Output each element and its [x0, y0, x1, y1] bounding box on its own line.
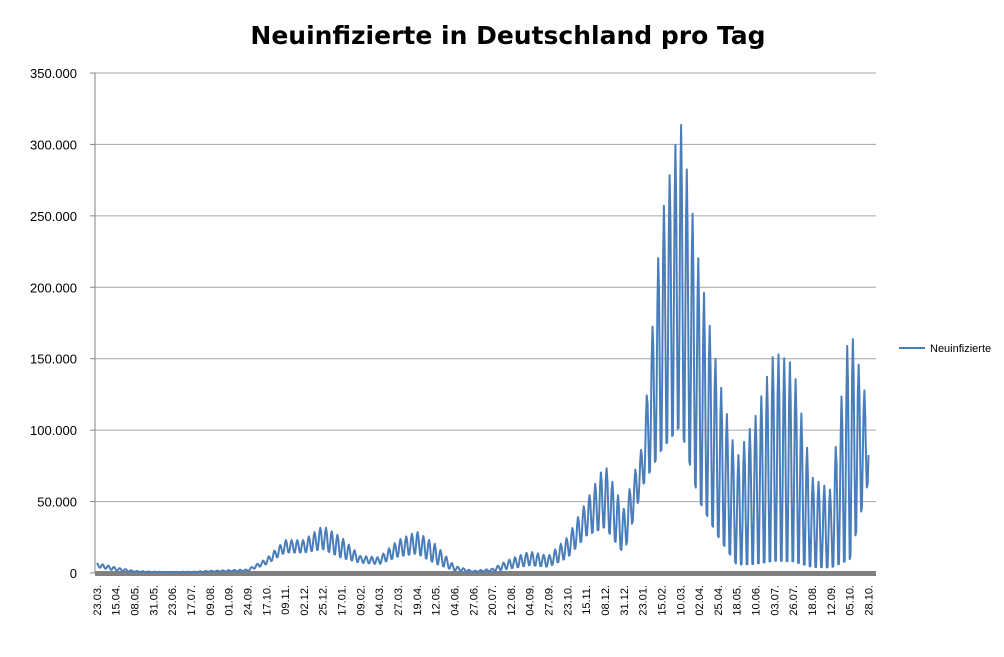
x-tick-label: 01.09.	[224, 585, 236, 616]
x-tick-label: 17.10.	[261, 585, 273, 616]
x-tick-label: 18.05.	[732, 585, 744, 616]
x-tick-label: 08.05.	[130, 585, 142, 616]
x-tick-label: 02.04.	[694, 585, 706, 616]
y-tick-label: 0	[70, 566, 77, 581]
x-tick-label: 08.12.	[600, 585, 612, 616]
x-tick-label: 04.06.	[449, 585, 461, 616]
x-tick-label: 12.05.	[431, 585, 443, 616]
x-tick-label: 09.02.	[355, 585, 367, 616]
x-tick-label: 23.01.	[638, 585, 650, 616]
x-tick-label: 19.04.	[412, 585, 424, 616]
chart-title: Neuinfizierte in Deutschland pro Tag	[250, 21, 765, 50]
x-tick-label: 10.06.	[751, 585, 763, 616]
x-tick-label: 15.11.	[581, 585, 593, 615]
x-tick-label: 10.03.	[675, 585, 687, 616]
x-tick-label: 26.07.	[788, 585, 800, 616]
y-tick-label: 250.000	[30, 209, 77, 224]
x-tick-label: 04.09.	[525, 585, 537, 616]
x-tick-label: 18.08.	[807, 585, 819, 616]
x-tick-label: 27.09.	[544, 585, 556, 616]
y-tick-label: 200.000	[30, 280, 77, 295]
x-axis-line	[95, 571, 876, 576]
x-axis: 23.03. 15.04. 08.05. 31.05. 23.06. 17.07. 09.0…	[92, 571, 876, 616]
y-tick-label: 150.000	[30, 352, 77, 367]
x-tick-label: 24.09.	[242, 585, 254, 616]
y-tick-label: 50.000	[37, 495, 77, 510]
x-tick-label: 17.01.	[337, 585, 349, 616]
series-layer	[96, 124, 870, 574]
y-tick-label: 100.000	[30, 423, 77, 438]
y-tick-label: 300.000	[30, 137, 77, 152]
x-tick-label: 09.11.	[280, 585, 292, 615]
x-tick-label: 17.07.	[186, 585, 198, 616]
x-tick-label: 23.06.	[167, 585, 179, 616]
legend-label-neuinfizierte: Neuinfizierte	[930, 343, 991, 355]
x-tick-label: 05.10.	[845, 585, 857, 616]
x-tick-label: 12.08.	[506, 585, 518, 616]
x-tick-label: 15.04.	[111, 585, 123, 616]
x-tick-label: 25.12.	[318, 585, 330, 616]
x-tick-label: 09.08.	[205, 585, 217, 616]
x-tick-label: 23.03.	[92, 585, 104, 616]
x-tick-label: 25.04.	[713, 585, 725, 616]
x-tick-label: 31.05.	[148, 585, 160, 616]
legend: Neuinfizierte	[899, 343, 991, 355]
x-tick-label: 27.03.	[393, 585, 405, 616]
gridlines	[95, 72, 876, 503]
x-tick-label: 27.06.	[468, 585, 480, 616]
series-line-neuinfizierte	[96, 124, 870, 574]
x-tick-label: 15.02.	[656, 585, 668, 616]
x-tick-label: 28.10.	[863, 585, 875, 616]
x-tick-label: 23.10.	[562, 585, 574, 616]
y-axis: 0 50.000 100.000 150.000 200.000 250.000 300.0…	[30, 66, 96, 581]
x-tick-label: 12.09.	[826, 585, 838, 616]
x-tick-label: 04.03.	[374, 585, 386, 616]
x-tick-label: 20.07.	[487, 585, 499, 616]
x-tick-label: 02.12.	[299, 585, 311, 616]
x-tick-label: 03.07.	[769, 585, 781, 616]
y-tick-label: 350.000	[30, 66, 77, 81]
x-tick-label: 31.12.	[619, 585, 631, 616]
